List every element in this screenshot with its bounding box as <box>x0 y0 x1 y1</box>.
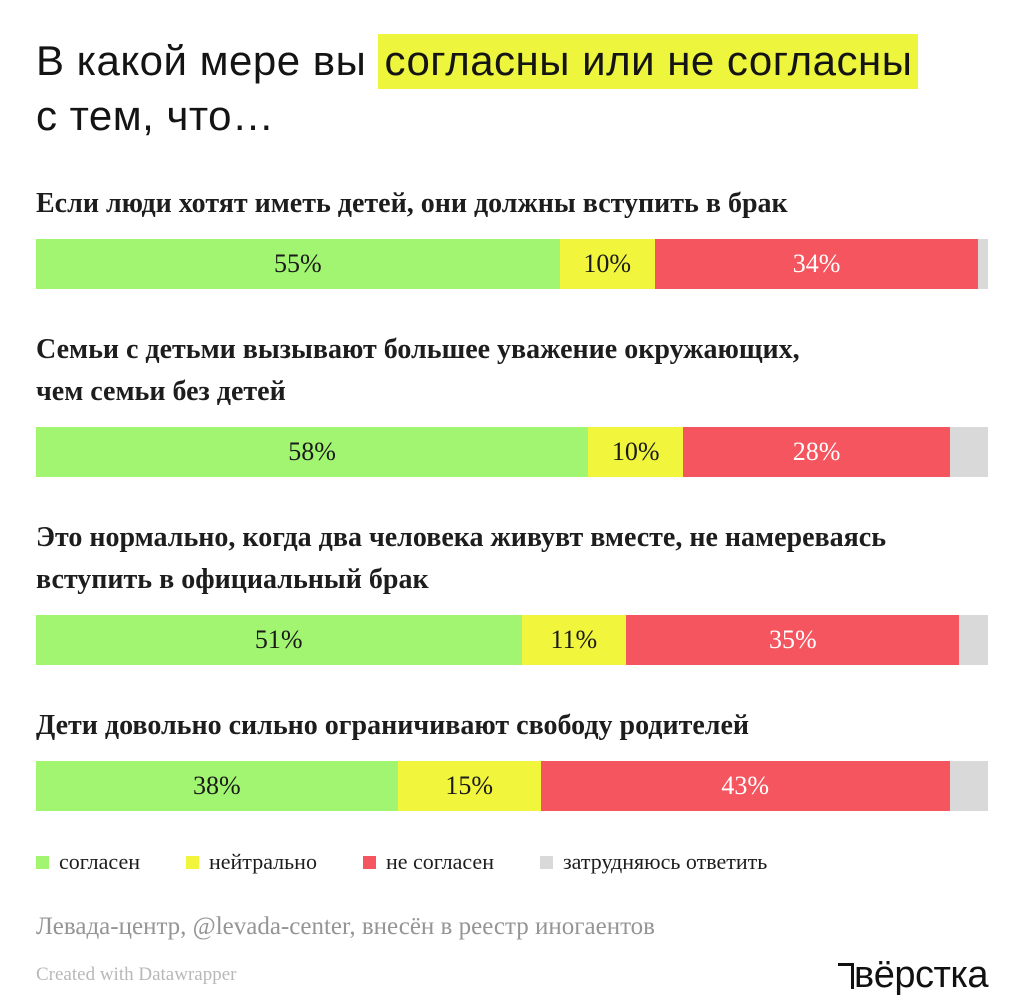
legend-item-undecided: затрудняюсь ответить <box>539 849 768 875</box>
stacked-bar: 58% 10% 28% <box>36 427 988 478</box>
legend-label-disagree: не согласен <box>385 849 494 875</box>
bar-value-label: 10% <box>583 249 632 279</box>
title-line-1: В какой мере вы согласны или не согласны <box>36 34 988 89</box>
title-line-2: с тем, что… <box>36 91 275 139</box>
bar-value-label: 51% <box>254 625 303 655</box>
legend-swatch-neutral-icon <box>186 855 199 869</box>
bar-segment-undecided <box>978 239 988 290</box>
bar-value-label: 35% <box>768 625 817 655</box>
legend-label-undecided: затрудняюсь ответить <box>562 849 768 875</box>
verstka-logo: вёрстка <box>838 956 988 994</box>
bar-segment-agree: 58% <box>36 427 589 478</box>
questions-list: Если люди хотят иметь детей, они должны … <box>36 183 988 812</box>
created-with-label: Created with Datawrapper <box>36 964 237 986</box>
bar-value-label: 58% <box>288 437 336 467</box>
bar-segment-disagree: 35% <box>626 615 960 666</box>
bar-value-label: 34% <box>792 249 841 279</box>
bar-segment-undecided <box>949 427 988 478</box>
bar-segment-agree: 51% <box>36 615 522 666</box>
bar-segment-neutral: 10% <box>559 239 655 290</box>
verstka-logo-text: вёрстка <box>854 954 988 997</box>
verstka-logo-mark-icon <box>838 963 855 990</box>
legend-label-neutral: нейтрально <box>209 849 317 875</box>
legend-item-neutral: нейтрально <box>186 851 317 873</box>
legend-label-agree: согласен <box>59 849 140 875</box>
stacked-bar: 55% 10% 34% <box>36 239 988 290</box>
legend-item-agree: согласен <box>36 851 140 873</box>
question-block: Это нормально, когда два человека живувт… <box>36 517 988 666</box>
bar-segment-agree: 38% <box>36 761 398 812</box>
question-text: Это нормально, когда два человека живувт… <box>36 522 887 596</box>
bar-segment-disagree: 28% <box>683 427 950 478</box>
footer-row: Created with Datawrapper вёрстка <box>36 956 988 994</box>
bar-value-label: 38% <box>193 771 241 801</box>
chart-title: В какой мере вы согласны или не согласны… <box>36 34 988 143</box>
bar-segment-neutral: 10% <box>588 427 684 478</box>
bar-value-label: 10% <box>611 437 660 467</box>
bar-segment-disagree: 43% <box>540 761 950 812</box>
bar-value-label: 28% <box>792 437 841 467</box>
bar-segment-neutral: 15% <box>397 761 541 812</box>
bar-segment-undecided <box>949 761 988 812</box>
title-highlight: согласны или не согласны <box>378 34 919 89</box>
question-block: Дети довольно сильно ограничивают свобод… <box>36 705 988 812</box>
question-block: Семьи с детьми вызывают большее уважение… <box>36 329 988 478</box>
bar-value-label: 43% <box>721 771 770 801</box>
legend-item-disagree: не согласен <box>362 849 494 875</box>
bar-value-label: 55% <box>273 249 322 279</box>
bar-segment-undecided <box>959 615 988 666</box>
bar-segment-agree: 55% <box>36 239 560 290</box>
legend-swatch-disagree-icon <box>362 855 376 869</box>
question-block: Если люди хотят иметь детей, они должны … <box>36 183 988 290</box>
title-text-pre: В какой мере вы <box>36 37 379 84</box>
bar-segment-neutral: 11% <box>521 615 627 666</box>
legend-swatch-agree-icon <box>36 855 49 869</box>
question-text: Если люди хотят иметь детей, они должны … <box>36 188 788 220</box>
legend-swatch-undecided-icon <box>539 855 553 869</box>
bar-value-label: 11% <box>550 625 598 655</box>
bar-segment-disagree: 34% <box>654 239 979 290</box>
source-attribution: Левада-центр, @levada-center, внесён в р… <box>36 913 655 941</box>
bar-value-label: 15% <box>445 771 493 801</box>
stacked-bar: 51% 11% 35% <box>36 615 988 666</box>
stacked-bar: 38% 15% 43% <box>36 761 988 812</box>
legend: согласен нейтрально не согласен затрудняюсь… <box>36 851 988 873</box>
question-text: Дети довольно сильно ограничивают свобод… <box>36 710 750 742</box>
question-text: Семьи с детьми вызывают большее уважение… <box>36 334 800 408</box>
